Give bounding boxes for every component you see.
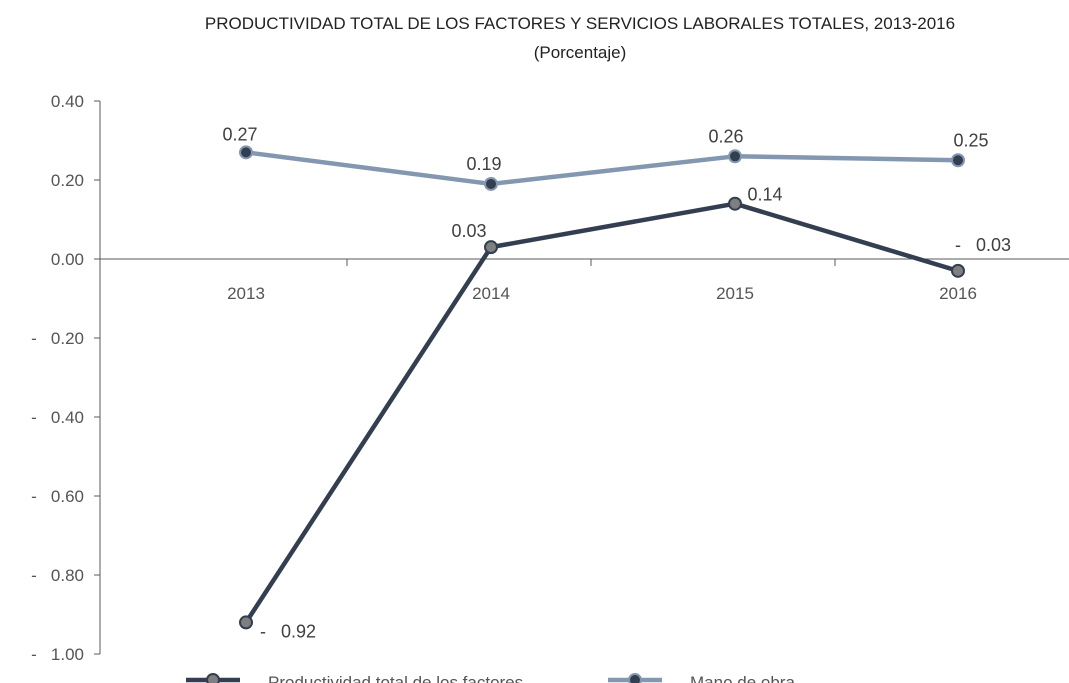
chart-title: PRODUCTIVIDAD TOTAL DE LOS FACTORES Y SE… bbox=[205, 14, 955, 33]
y-tick-label: - 0.40 bbox=[31, 408, 84, 427]
data-label: 0.14 bbox=[747, 185, 782, 205]
y-tick-label: - 1.00 bbox=[31, 645, 84, 664]
data-point bbox=[239, 145, 253, 160]
data-label: 0.19 bbox=[466, 154, 501, 174]
legend: Productividad total de los factores Mano … bbox=[186, 673, 795, 683]
x-tick-label: 2015 bbox=[716, 284, 754, 303]
y-tick-label: 0.20 bbox=[51, 171, 84, 190]
y-tick-label: - 0.20 bbox=[31, 329, 84, 348]
legend-label: Mano de obra bbox=[690, 673, 795, 683]
chart-subtitle: (Porcentaje) bbox=[534, 43, 627, 62]
x-tick-label: 2013 bbox=[227, 284, 265, 303]
series-layer bbox=[239, 145, 965, 630]
series-line bbox=[244, 201, 959, 624]
legend-marker bbox=[628, 673, 642, 683]
legend-label: Productividad total de los factores bbox=[268, 673, 523, 683]
data-point bbox=[728, 196, 742, 211]
data-label: 0.26 bbox=[708, 126, 743, 146]
y-tick-label: - 0.60 bbox=[31, 487, 84, 506]
data-point bbox=[239, 615, 253, 630]
data-labels: - 0.92 0.03 0.14 - 0.03 0.27 0.19 0.26 0.25 bbox=[222, 124, 1011, 641]
data-label: 0.03 bbox=[451, 221, 486, 241]
data-point bbox=[484, 240, 498, 255]
data-point bbox=[484, 176, 498, 191]
y-tick-label: 0.00 bbox=[51, 250, 84, 269]
y-tick-label: - 0.80 bbox=[31, 566, 84, 585]
data-point bbox=[728, 149, 742, 164]
legend-marker bbox=[206, 673, 220, 683]
data-label: - 0.92 bbox=[260, 621, 316, 641]
data-point bbox=[951, 263, 965, 278]
data-label: 0.25 bbox=[953, 130, 988, 150]
y-tick-label: 0.40 bbox=[51, 92, 84, 111]
data-label: - 0.03 bbox=[955, 235, 1011, 255]
data-point bbox=[951, 153, 965, 168]
series-line bbox=[245, 150, 959, 187]
x-tick-label: 2016 bbox=[939, 284, 977, 303]
data-label: 0.27 bbox=[222, 124, 257, 144]
x-tick-label: 2014 bbox=[472, 284, 510, 303]
axes: 0.40 0.20 0.00 - 0.20 - 0.40 - 0.60 - 0.80 - 1.… bbox=[31, 92, 1069, 664]
